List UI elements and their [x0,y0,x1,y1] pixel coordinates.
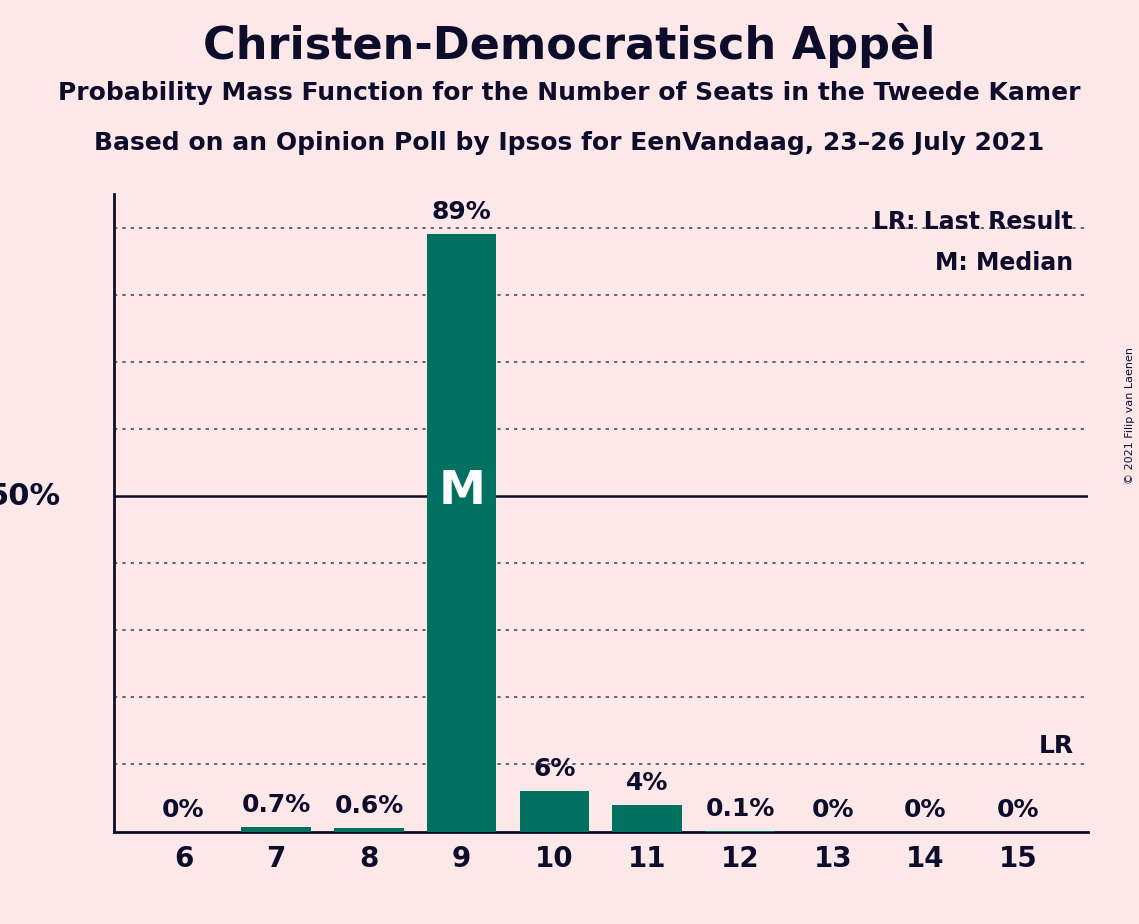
Text: 0%: 0% [904,797,947,821]
Text: LR: Last Result: LR: Last Result [874,210,1073,234]
Text: 0%: 0% [811,797,854,821]
Text: 6%: 6% [533,758,575,782]
Text: 4%: 4% [626,771,669,795]
Text: M: Median: M: Median [935,251,1073,275]
Text: 89%: 89% [432,201,492,225]
Bar [519,791,589,832]
Text: © 2021 Filip van Laenen: © 2021 Filip van Laenen [1125,347,1134,484]
Text: Based on an Opinion Poll by Ipsos for EenVandaag, 23–26 July 2021: Based on an Opinion Poll by Ipsos for Ee… [95,131,1044,155]
Bar [427,235,497,832]
Bar [613,805,682,832]
Text: 0.7%: 0.7% [241,793,311,817]
Text: 0.1%: 0.1% [705,796,775,821]
Text: 0.6%: 0.6% [335,794,403,818]
Text: Christen-Democratisch Appèl: Christen-Democratisch Appèl [204,23,935,68]
Text: 50%: 50% [0,481,60,511]
Text: 0%: 0% [997,797,1040,821]
Text: 0%: 0% [162,797,205,821]
Bar [241,827,311,832]
Bar [334,828,403,832]
Text: LR: LR [1039,734,1074,758]
Text: M: M [439,468,485,514]
Text: Probability Mass Function for the Number of Seats in the Tweede Kamer: Probability Mass Function for the Number… [58,81,1081,105]
